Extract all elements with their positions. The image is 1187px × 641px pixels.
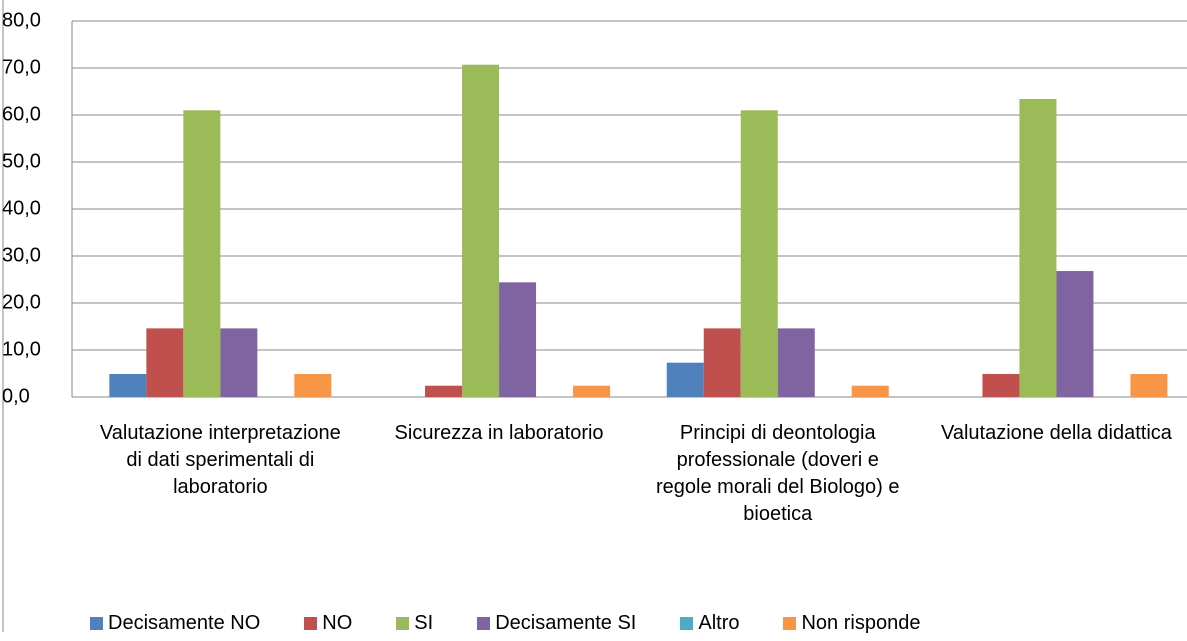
bar	[777, 328, 815, 397]
bar	[499, 282, 537, 397]
bar	[703, 328, 741, 397]
bar	[1056, 271, 1094, 397]
legend: Decisamente NO NO SI Decisamente SI Altro Non…	[90, 612, 964, 635]
bar	[220, 328, 258, 397]
bar	[183, 110, 221, 398]
legend-swatch	[304, 617, 318, 630]
y-tick-label: 0,0	[2, 385, 30, 407]
bar	[740, 110, 778, 398]
y-tick-label: 70,0	[2, 56, 41, 78]
bar	[462, 64, 500, 398]
legend-swatch	[680, 617, 694, 630]
bar	[146, 328, 184, 397]
legend-item: Decisamente NO	[90, 612, 260, 635]
bar	[1130, 373, 1168, 397]
legend-item: Altro	[680, 612, 739, 635]
bar	[982, 373, 1020, 397]
x-tick-label: Valutazione della didattica	[940, 422, 1172, 444]
x-tick-label: Sicurezza in laboratorio	[394, 422, 604, 444]
bar	[573, 385, 611, 397]
bar	[425, 385, 463, 397]
y-tick-label: 20,0	[2, 291, 41, 313]
legend-label: Decisamente NO	[108, 612, 261, 634]
legend-label: Non risponde	[801, 612, 921, 634]
legend-label: SI	[414, 612, 434, 634]
legend-item: Non risponde	[783, 612, 920, 635]
y-tick-label: 40,0	[2, 197, 41, 219]
x-tick-label: Valutazione interpretazione di dati sper…	[99, 422, 341, 498]
bar	[1019, 99, 1057, 398]
x-tick-label: Principi di deontologia professionale (d…	[656, 422, 900, 525]
y-tick-label: 30,0	[2, 244, 41, 266]
y-tick-label: 10,0	[2, 338, 41, 360]
legend-swatch	[90, 617, 103, 630]
bar	[109, 373, 147, 397]
legend-swatch	[396, 617, 410, 630]
legend-item: NO	[304, 612, 352, 635]
bar	[294, 373, 332, 397]
bar	[666, 362, 704, 397]
y-tick-label: 80,0	[2, 9, 41, 31]
legend-swatch	[783, 617, 797, 630]
legend-swatch	[477, 617, 491, 630]
legend-item: Decisamente SI	[477, 612, 636, 635]
legend-item: SI	[396, 612, 433, 635]
legend-label: Decisamente SI	[495, 612, 637, 634]
bar	[851, 385, 889, 397]
legend-label: NO	[322, 612, 353, 634]
y-tick-label: 50,0	[2, 150, 41, 172]
legend-label: Altro	[698, 612, 740, 634]
y-tick-label: 60,0	[2, 103, 41, 125]
